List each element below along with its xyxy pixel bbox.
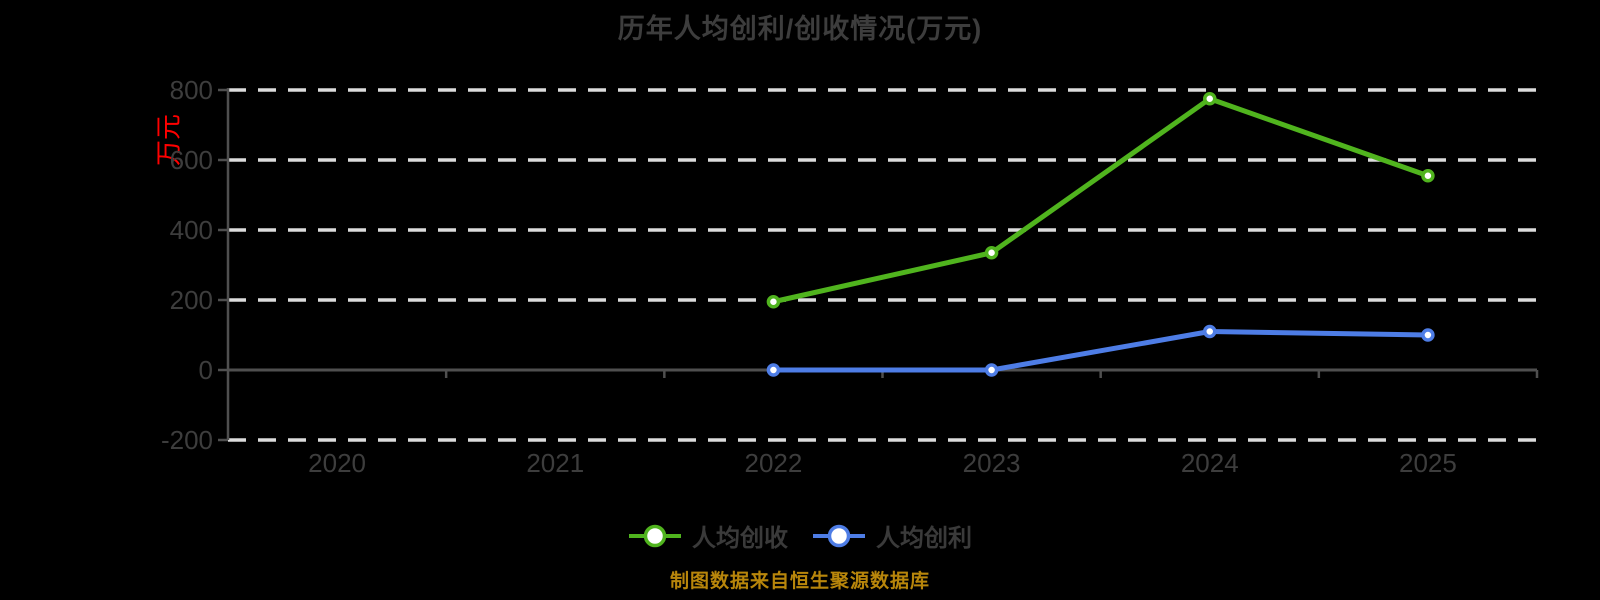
y-tick-label: -200: [161, 425, 213, 455]
series-line-per-capita-revenue: [770, 96, 1431, 305]
data-point-per-capita-revenue-2023[interactable]: [984, 246, 999, 260]
y-tick-label: 0: [199, 355, 213, 385]
data-point-per-capita-profit-2023[interactable]: [984, 363, 999, 377]
data-point-per-capita-profit-2022[interactable]: [766, 363, 781, 377]
legend-item-per-capita-profit[interactable]: 人均创利: [812, 518, 972, 553]
x-tick-label: 2024: [1181, 448, 1239, 478]
y-tick-label: 400: [170, 215, 213, 245]
legend-label-revenue: 人均创收: [692, 525, 788, 552]
legend: 人均创收 人均创利: [0, 518, 1600, 553]
legend-label-profit: 人均创利: [876, 525, 972, 552]
chart-title: 历年人均创利/创收情况(万元): [617, 14, 983, 44]
y-tick-label: 800: [170, 75, 213, 105]
data-source-note: 制图数据来自恒生聚源数据库: [669, 571, 930, 592]
legend-marker-revenue-icon: [629, 524, 681, 547]
x-tick-label: 2025: [1399, 448, 1457, 478]
x-tick-label: 2022: [744, 448, 802, 478]
series-line-per-capita-profit: [770, 329, 1431, 373]
data-point-per-capita-revenue-2025[interactable]: [1421, 169, 1435, 183]
data-point-per-capita-revenue-2022[interactable]: [766, 295, 781, 309]
legend-marker-profit-icon: [813, 524, 865, 547]
data-point-per-capita-revenue-2024[interactable]: [1203, 92, 1217, 106]
x-tick-label: 2020: [308, 448, 366, 478]
data-point-per-capita-profit-2025[interactable]: [1421, 328, 1435, 342]
y-tick-label: 600: [170, 145, 213, 175]
x-tick-label: 2023: [963, 448, 1021, 478]
x-tick-label: 2021: [526, 448, 584, 478]
y-tick-label: 200: [170, 285, 213, 315]
legend-item-per-capita-revenue[interactable]: 人均创收: [628, 518, 788, 553]
data-point-per-capita-profit-2024[interactable]: [1203, 324, 1217, 339]
